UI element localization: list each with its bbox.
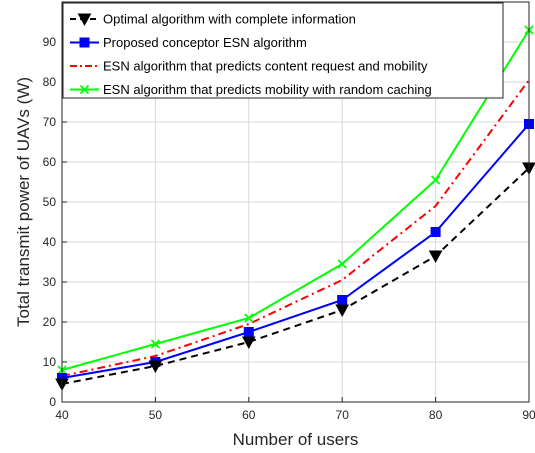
x-tick-label: 50 (149, 408, 163, 422)
y-tick-label: 30 (43, 275, 57, 289)
x-tick-label: 80 (429, 408, 443, 422)
x-tick-label: 70 (336, 408, 350, 422)
legend-entry: ESN algorithm that predicts content requ… (70, 59, 428, 74)
y-tick-label: 20 (43, 315, 57, 329)
data-point (244, 313, 254, 323)
legend-label: ESN algorithm that predicts mobility wit… (103, 82, 432, 97)
data-point (430, 227, 441, 237)
legend-entry: Proposed conceptor ESN algorithm (70, 35, 307, 50)
y-tick-label: 70 (43, 115, 57, 129)
legend: Optimal algorithm with complete informat… (62, 2, 504, 99)
x-tick-label: 90 (522, 408, 535, 422)
series-line (61, 79, 530, 377)
data-point (241, 336, 256, 350)
y-tick-label: 90 (43, 35, 57, 49)
legend-box (62, 2, 504, 99)
legend-marker (79, 84, 90, 95)
legend-marker (77, 13, 92, 27)
legend-entry: Optimal algorithm with complete informat… (70, 12, 356, 27)
data-point (243, 327, 254, 337)
legend-entry: ESN algorithm that predicts mobility wit… (70, 82, 432, 97)
data-point (335, 304, 350, 318)
x-axis-title: Number of users (233, 430, 359, 449)
legend-label: Optimal algorithm with complete informat… (103, 12, 356, 27)
y-tick-label: 50 (43, 195, 57, 209)
plot-frame (61, 1, 530, 403)
data-point (428, 250, 443, 264)
legend-marker (79, 37, 90, 48)
series-layer (55, 25, 535, 392)
data-point (148, 360, 163, 374)
y-tick-label: 80 (43, 75, 57, 89)
data-point (430, 175, 441, 185)
data-point (337, 259, 347, 269)
y-tick-label: 0 (49, 395, 56, 409)
legend-label: Proposed conceptor ESN algorithm (103, 35, 307, 50)
legend-label: ESN algorithm that predicts content requ… (103, 59, 428, 74)
series-line (61, 29, 530, 371)
x-tick-label: 60 (242, 408, 256, 422)
series-3 (61, 79, 530, 377)
x-tick-label: 40 (55, 408, 69, 422)
y-tick-label: 60 (43, 155, 57, 169)
data-point (337, 295, 348, 305)
data-point (150, 339, 161, 349)
series-line (61, 123, 530, 379)
y-tick-label: 40 (43, 235, 57, 249)
y-axis-title: Total transmit power of UAVs (W) (14, 77, 33, 327)
y-tick-label: 10 (43, 355, 57, 369)
series-line (61, 167, 530, 385)
axis-ticks: 40 50 60 70 80 90 0 10 20 30 40 50 60 70 80 90 (43, 35, 535, 422)
